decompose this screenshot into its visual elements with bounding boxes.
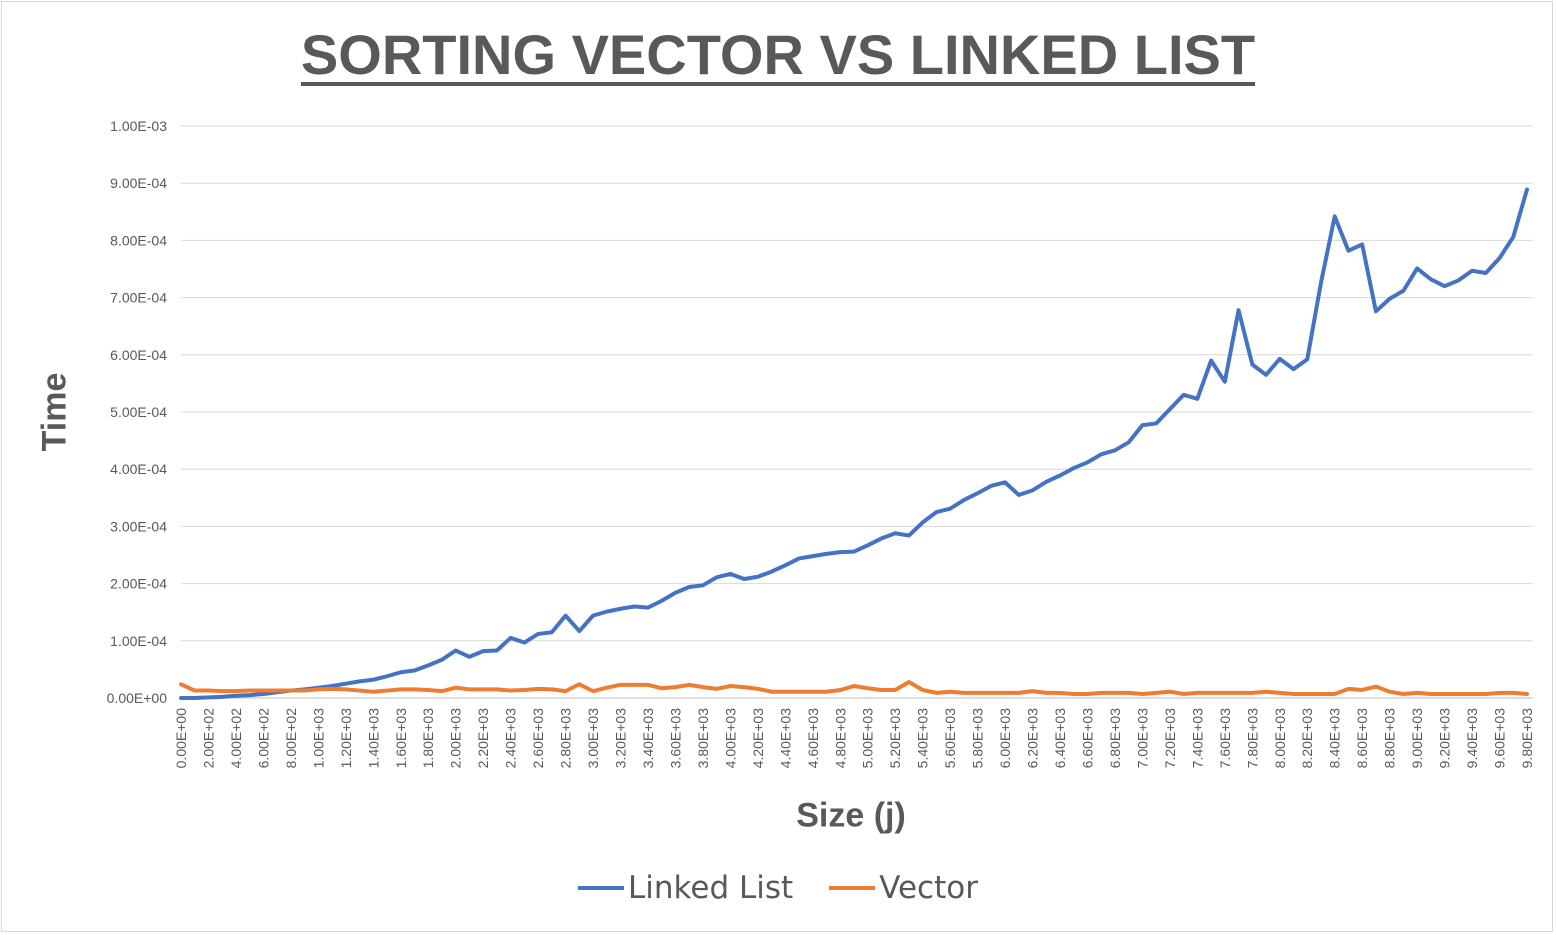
x-tick-label: 5.00E+03 [860,708,876,769]
x-tick-label: 1.60E+03 [393,708,409,769]
x-tick-label: 7.40E+03 [1189,708,1205,769]
x-tick-label: 6.60E+03 [1079,708,1095,769]
legend: Linked List Vector [0,870,1556,906]
legend-item-linked-list: Linked List [578,870,793,906]
x-tick-label: 5.20E+03 [887,708,903,769]
x-tick-label: 9.40E+03 [1464,708,1480,769]
x-tick-label: 8.00E+02 [283,708,299,769]
x-tick-label: 4.00E+03 [722,708,738,769]
x-tick-label: 3.80E+03 [695,708,711,769]
series-line-linked-list [179,187,1529,700]
x-tick-label: 8.00E+03 [1272,708,1288,769]
x-tick-label: 7.60E+03 [1217,708,1233,769]
y-tick-label: 8.00E-04 [110,232,167,248]
x-tick-label: 5.80E+03 [970,708,986,769]
x-tick-label: 2.00E+03 [448,708,464,769]
series-lines [179,187,1529,700]
y-tick-label: 6.00E-04 [110,347,167,363]
x-tick-label: 8.20E+03 [1299,708,1315,769]
x-tick-label: 8.80E+03 [1382,708,1398,769]
legend-swatch-vector [829,886,876,890]
x-tick-label: 1.20E+03 [338,708,354,769]
x-tick-label: 1.40E+03 [365,708,381,769]
x-tick-label: 9.80E+03 [1519,708,1535,769]
x-tick-label: 6.00E+02 [255,708,271,769]
y-tick-label: 5.00E-04 [110,404,167,420]
chart-title: SORTING VECTOR VS LINKED LIST [300,23,1256,86]
x-tick-label: 1.80E+03 [420,708,436,769]
y-tick-label: 7.00E-04 [110,290,167,306]
x-tick-label: 2.40E+03 [503,708,519,769]
x-tick-label: 4.00E+02 [228,708,244,769]
x-tick-label: 2.60E+03 [530,708,546,769]
y-tick-label: 3.00E-04 [110,518,167,534]
y-tick-label: 4.00E-04 [110,461,167,477]
x-tick-label: 3.00E+03 [585,708,601,769]
y-tick-labels: 0.00E+00 1.00E-04 2.00E-04 3.00E-04 4.00E-04… [107,118,168,706]
x-axis-title: Size (j) [796,796,906,835]
x-tick-label: 2.00E+02 [200,708,216,769]
x-tick-label: 2.20E+03 [475,708,491,769]
x-tick-label: 5.60E+03 [942,708,958,769]
y-tick-label: 1.00E-04 [110,633,167,649]
x-tick-label: 3.20E+03 [613,708,629,769]
x-tick-label: 7.00E+03 [1134,708,1150,769]
x-tick-label: 5.40E+03 [915,708,931,769]
x-tick-label: 8.40E+03 [1327,708,1343,769]
x-tick-label: 3.40E+03 [640,708,656,769]
legend-item-vector: Vector [829,870,978,906]
x-tick-label: 8.60E+03 [1354,708,1370,769]
x-tick-label: 4.20E+03 [750,708,766,769]
y-tick-label: 1.00E-03 [110,118,167,134]
x-tick-label: 6.40E+03 [1052,708,1068,769]
x-tick-label: 4.60E+03 [805,708,821,769]
x-tick-label: 6.20E+03 [1025,708,1041,769]
x-tick-label: 6.80E+03 [1107,708,1123,769]
series-line-vector [179,679,1529,696]
x-tick-label: 4.80E+03 [832,708,848,769]
x-tick-label: 9.20E+03 [1437,708,1453,769]
y-tick-label: 9.00E-04 [110,175,167,191]
legend-label-linked-list: Linked List [628,870,794,906]
x-tick-label: 7.80E+03 [1244,708,1260,769]
y-tick-label: 2.00E-04 [110,576,167,592]
x-tick-label: 7.20E+03 [1162,708,1178,769]
legend-label-vector: Vector [879,870,978,906]
gridlines [181,125,1533,699]
x-tick-label: 3.60E+03 [667,708,683,769]
x-tick-labels: 0.00E+00 2.00E+02 4.00E+02 6.00E+02 8.00E+02… [173,708,1535,769]
x-tick-label: 9.60E+03 [1492,708,1508,769]
x-tick-label: 9.00E+03 [1409,708,1425,769]
x-tick-label: 0.00E+00 [173,708,189,769]
x-tick-label: 6.00E+03 [997,708,1013,769]
y-tick-label: 0.00E+00 [107,690,168,706]
y-axis-title: Time [35,372,74,452]
x-tick-label: 1.00E+03 [310,708,326,769]
x-tick-label: 4.40E+03 [777,708,793,769]
legend-swatch-linked-list [578,886,625,890]
x-tick-label: 2.80E+03 [558,708,574,769]
